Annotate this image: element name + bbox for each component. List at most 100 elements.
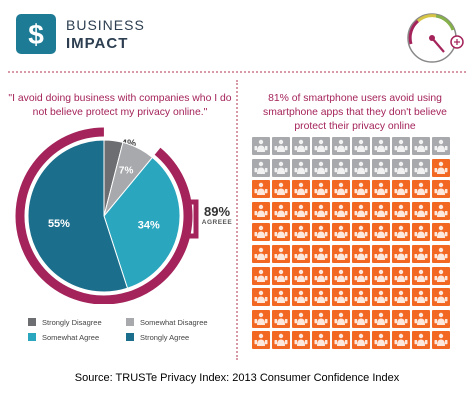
smartphone-user-icon-avoid [372,266,390,285]
gauge-meter-icon [402,8,466,64]
header: $ BUSINESS IMPACT [0,0,474,72]
smartphone-user-icon-avoid [272,245,290,263]
smartphone-user-icon-avoid [272,201,290,220]
smartphone-user-icon [412,137,430,155]
smartphone-user-icon-avoid [292,266,310,285]
smartphone-user-icon-avoid [432,201,450,220]
pie-chart: 4%7%34%55% [0,126,236,305]
smartphone-user-icon-avoid [312,266,330,285]
smartphone-user-icon-avoid [392,223,410,242]
smartphone-user-icon-avoid [332,245,350,263]
legend-item-strongly-disagree: Strongly Disagree [28,318,102,327]
legend-swatch [28,333,36,341]
smartphone-user-icon-avoid [292,180,310,199]
brand-subtitle: IMPACT [66,35,129,52]
smartphone-user-icon-avoid [372,223,390,242]
smartphone-user-icon-avoid [392,201,410,220]
smartphone-user-icon-avoid [252,201,270,220]
smartphone-user-icon [272,158,290,177]
smartphone-user-icon-avoid [372,288,390,307]
agree-total: 89% [203,204,231,219]
panel-divider [236,80,238,360]
smartphone-user-icon [312,137,330,155]
smartphone-user-icon [332,158,350,177]
smartphone-user-icon-avoid [432,158,450,177]
smartphone-user-icon-avoid [272,266,290,285]
smartphone-user-icon-avoid [412,309,430,328]
smartphone-user-icon [332,137,350,155]
smartphone-user-icon-avoid [412,266,430,285]
smartphone-user-icon [252,158,270,177]
smartphone-user-icon-avoid [392,309,410,328]
smartphone-user-icon-avoid [412,201,430,220]
smartphone-user-icon-avoid [312,223,330,242]
smartphone-user-icon-avoid [352,266,370,285]
smartphone-statement: 81% of smartphone users avoid using smar… [263,93,447,132]
smartphone-user-icon-avoid [372,180,390,199]
smartphone-user-icon-avoid [332,331,350,350]
legend-item-somewhat-agree: Somewhat Agree [28,333,99,342]
pie-slice-label: 34% [138,220,160,232]
smartphone-user-icon [352,158,370,177]
legend-item-strongly-agree: Strongly Agree [126,333,189,342]
smartphone-user-icon-avoid [312,288,330,307]
smartphone-user-icon-avoid [312,331,330,350]
smartphone-user-icon-avoid [412,245,430,263]
smartphone-user-icon [392,137,410,155]
header-divider [8,71,466,73]
smartphone-user-icon-avoid [412,223,430,242]
smartphone-user-icon-avoid [312,201,330,220]
pie-slice-label: 7% [119,166,134,177]
smartphone-user-icon-avoid [372,331,390,350]
smartphone-user-icon [372,158,390,177]
smartphone-user-icon [392,158,410,177]
smartphone-user-icon-avoid [252,266,270,285]
smartphone-user-icon-avoid [252,331,270,350]
smartphone-user-icon-avoid [332,266,350,285]
dollar-sign-icon: $ [16,14,56,54]
smartphone-user-icon-avoid [372,245,390,263]
legend-swatch [126,318,134,326]
smartphone-user-icon-avoid [352,331,370,350]
brand-title: BUSINESS [66,17,145,33]
legend-swatch [126,333,134,341]
legend-label: Somewhat Disagree [140,318,208,327]
smartphone-user-icon-avoid [392,331,410,350]
legend-item-somewhat-disagree: Somewhat Disagree [126,318,208,327]
legend-label: Somewhat Agree [42,333,100,342]
svg-text:$: $ [28,19,44,50]
smartphone-user-icon [292,158,310,177]
smartphone-user-icon-avoid [272,223,290,242]
smartphone-user-icon [432,137,450,155]
source-citation: Source: TRUSTe Privacy Index: 2013 Consu… [74,372,400,384]
pie-slice-strongly-agree [27,139,129,293]
smartphone-user-icon-avoid [392,288,410,307]
smartphone-user-icon-avoid [352,309,370,328]
smartphone-user-icon-avoid [432,245,450,263]
smartphone-user-icon-avoid [252,309,270,328]
smartphone-user-icon-avoid [312,245,330,263]
smartphone-user-icon-avoid [252,288,270,307]
smartphone-user-icon-avoid [292,223,310,242]
legend-label: Strongly Agree [140,333,190,342]
smartphone-user-icon-avoid [292,288,310,307]
smartphone-user-icon-avoid [272,331,290,350]
smartphone-user-icon-avoid [352,180,370,199]
smartphone-user-icon-avoid [372,309,390,328]
smartphone-user-icon-avoid [432,180,450,199]
smartphone-user-icon-avoid [312,309,330,328]
smartphone-user-icon-avoid [312,180,330,199]
agree-bracket [186,199,199,239]
smartphone-user-icon-avoid [432,309,450,328]
agree-label: AGREEE [201,219,233,226]
smartphone-user-icon-avoid [332,223,350,242]
smartphone-user-icon [252,137,270,155]
smartphone-user-icon-avoid [292,245,310,263]
smartphone-user-icon [412,158,430,177]
smartphone-user-icon-avoid [392,245,410,263]
smartphone-user-icon-avoid [352,201,370,220]
smartphone-user-icon-avoid [252,223,270,242]
smartphone-user-icon-avoid [292,309,310,328]
smartphone-user-icon [352,137,370,155]
smartphone-user-icon-avoid [432,331,450,350]
